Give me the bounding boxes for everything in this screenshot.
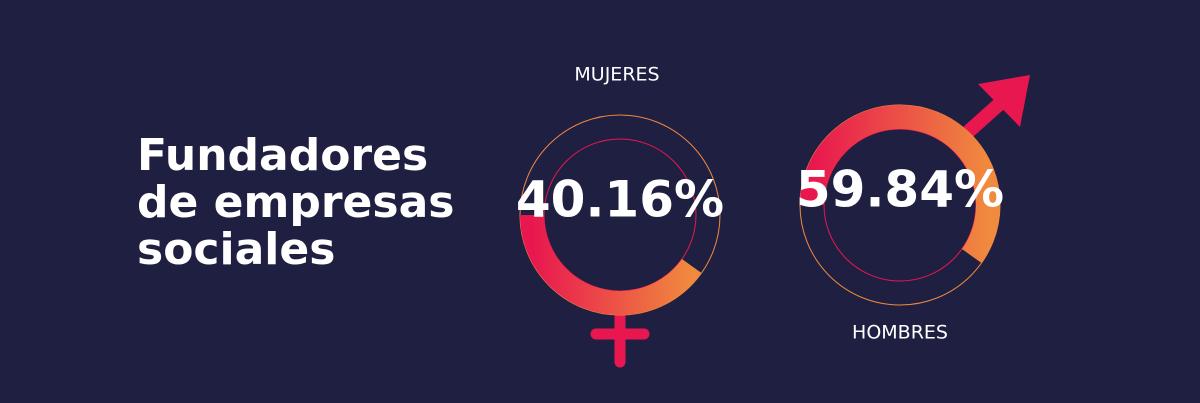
donut-arc	[520, 214, 702, 315]
mars-arrow	[963, 75, 1030, 138]
value-label: 40.16%	[516, 171, 724, 229]
category-label: HOMBRES	[852, 322, 948, 344]
category-label: MUJERES	[574, 64, 659, 86]
value-label: 59.84%	[796, 161, 1004, 219]
donut-arc	[800, 105, 1000, 263]
title: Fundadores de empresas sociales	[137, 130, 455, 275]
ring-outline	[543, 138, 697, 292]
